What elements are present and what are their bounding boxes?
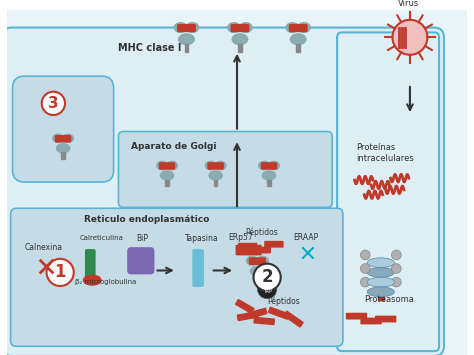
FancyBboxPatch shape — [178, 24, 195, 32]
Circle shape — [360, 277, 370, 287]
Ellipse shape — [209, 171, 222, 180]
FancyBboxPatch shape — [159, 163, 174, 169]
Text: Tapasina: Tapasina — [184, 234, 218, 243]
Ellipse shape — [367, 287, 394, 297]
Text: Proteasoma: Proteasoma — [365, 295, 414, 304]
Ellipse shape — [367, 268, 394, 277]
Text: ERAAP: ERAAP — [293, 233, 319, 242]
FancyBboxPatch shape — [264, 241, 283, 248]
Ellipse shape — [259, 162, 270, 170]
FancyBboxPatch shape — [235, 299, 255, 314]
FancyBboxPatch shape — [262, 163, 277, 169]
FancyBboxPatch shape — [252, 247, 271, 253]
Ellipse shape — [298, 23, 310, 32]
FancyBboxPatch shape — [2, 28, 444, 355]
Ellipse shape — [250, 267, 264, 276]
Ellipse shape — [186, 23, 199, 32]
Circle shape — [392, 250, 401, 260]
Circle shape — [360, 264, 370, 273]
Bar — [165, 180, 169, 186]
Text: Calreticulina: Calreticulina — [80, 235, 123, 241]
Ellipse shape — [286, 23, 299, 32]
Ellipse shape — [239, 23, 252, 32]
FancyBboxPatch shape — [283, 311, 304, 328]
Ellipse shape — [291, 34, 306, 45]
Text: 1: 1 — [55, 263, 66, 282]
Ellipse shape — [83, 275, 101, 285]
Text: Reticulo endoplasmático: Reticulo endoplasmático — [84, 215, 210, 224]
FancyBboxPatch shape — [268, 307, 290, 320]
Bar — [184, 44, 189, 52]
Text: Proteínas
intracelulares: Proteínas intracelulares — [356, 143, 414, 163]
Ellipse shape — [157, 162, 167, 170]
Text: TAP: TAP — [263, 289, 272, 294]
Circle shape — [360, 250, 370, 260]
Text: Péptidos: Péptidos — [267, 297, 300, 306]
Ellipse shape — [232, 34, 248, 45]
Ellipse shape — [205, 162, 216, 170]
Text: Aparato de Golgi: Aparato de Golgi — [131, 142, 217, 151]
Bar — [255, 275, 259, 283]
Ellipse shape — [56, 144, 70, 153]
Bar — [62, 152, 65, 159]
Text: MHC clase I: MHC clase I — [118, 43, 182, 53]
FancyBboxPatch shape — [238, 243, 257, 250]
Circle shape — [42, 92, 65, 115]
FancyBboxPatch shape — [118, 132, 332, 207]
Bar — [214, 180, 217, 186]
Ellipse shape — [246, 256, 258, 265]
Bar — [238, 44, 242, 52]
Ellipse shape — [367, 277, 394, 287]
Text: β₂ microglobulina: β₂ microglobulina — [75, 279, 136, 285]
FancyBboxPatch shape — [253, 317, 275, 325]
Ellipse shape — [63, 134, 73, 142]
Ellipse shape — [53, 134, 64, 142]
Circle shape — [392, 20, 428, 55]
FancyBboxPatch shape — [375, 316, 396, 322]
FancyBboxPatch shape — [10, 208, 343, 346]
Ellipse shape — [257, 256, 268, 265]
Bar — [378, 292, 384, 300]
FancyBboxPatch shape — [337, 32, 439, 351]
Ellipse shape — [367, 258, 394, 268]
FancyBboxPatch shape — [360, 318, 382, 324]
Circle shape — [392, 277, 401, 287]
Text: Virus: Virus — [398, 0, 419, 8]
Ellipse shape — [263, 171, 276, 180]
FancyBboxPatch shape — [247, 308, 267, 319]
FancyBboxPatch shape — [208, 163, 223, 169]
Ellipse shape — [269, 162, 279, 170]
Text: Calnexina: Calnexina — [24, 243, 62, 252]
FancyBboxPatch shape — [290, 24, 307, 32]
Text: Péptidos: Péptidos — [245, 228, 277, 237]
Circle shape — [392, 264, 401, 273]
Text: 3: 3 — [48, 96, 59, 111]
Text: BiP: BiP — [136, 234, 148, 243]
Ellipse shape — [160, 171, 173, 180]
FancyBboxPatch shape — [231, 24, 249, 32]
FancyBboxPatch shape — [12, 76, 114, 182]
FancyBboxPatch shape — [236, 245, 262, 255]
Bar — [267, 180, 271, 186]
Bar — [296, 44, 300, 52]
Ellipse shape — [174, 23, 187, 32]
FancyBboxPatch shape — [237, 311, 259, 321]
Text: 2: 2 — [261, 268, 273, 286]
Circle shape — [46, 259, 74, 286]
Circle shape — [257, 279, 277, 299]
FancyBboxPatch shape — [127, 247, 155, 274]
FancyBboxPatch shape — [7, 10, 467, 355]
Ellipse shape — [228, 23, 240, 32]
FancyBboxPatch shape — [55, 136, 71, 142]
FancyBboxPatch shape — [346, 313, 367, 320]
FancyBboxPatch shape — [85, 249, 96, 280]
Ellipse shape — [167, 162, 177, 170]
Ellipse shape — [179, 34, 194, 45]
Circle shape — [254, 264, 281, 291]
FancyBboxPatch shape — [192, 249, 204, 287]
Ellipse shape — [215, 162, 226, 170]
Text: ERp57: ERp57 — [228, 233, 253, 242]
FancyBboxPatch shape — [249, 258, 265, 264]
